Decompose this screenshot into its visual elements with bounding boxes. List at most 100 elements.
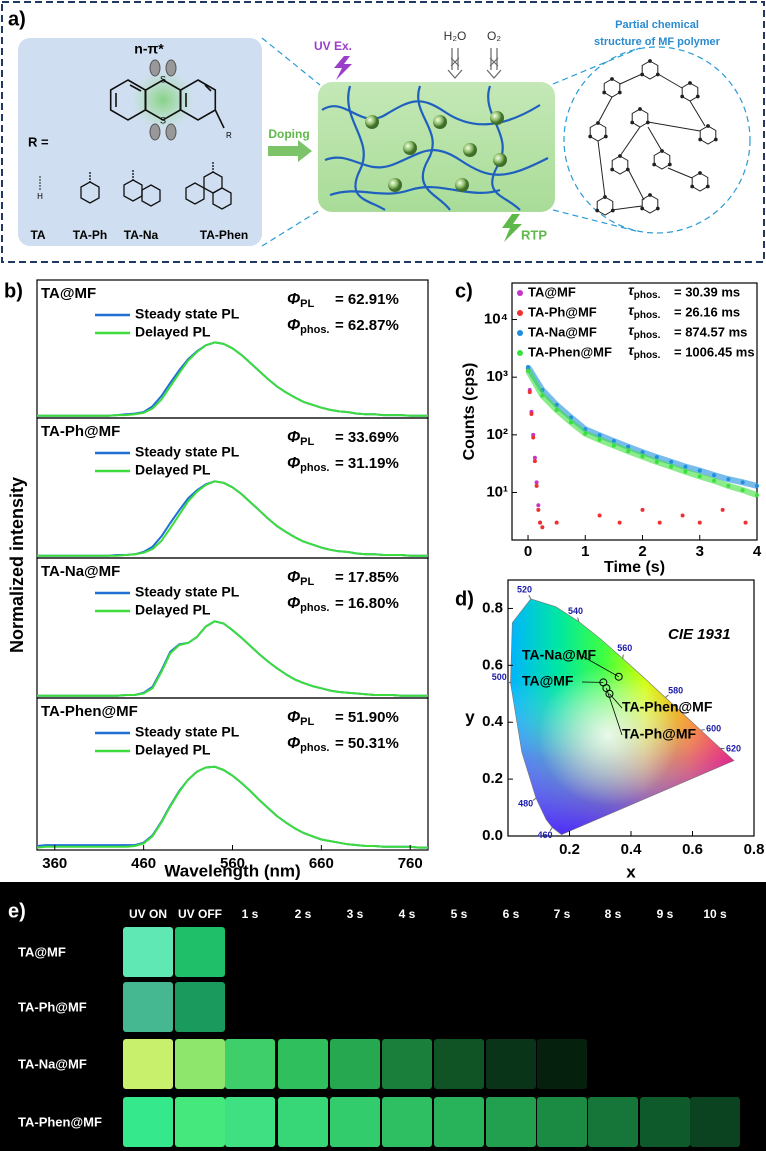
annotation-value: = 16.80% xyxy=(335,595,399,612)
legend-marker xyxy=(517,330,523,336)
sample-photo xyxy=(640,1097,690,1147)
legend-marker xyxy=(517,310,523,316)
symbol: τ xyxy=(628,282,635,298)
annotation-symbol: Φphos. xyxy=(287,595,330,614)
data-point xyxy=(526,365,531,370)
sample-photo xyxy=(175,1039,225,1089)
symbol: Φ xyxy=(287,429,300,446)
locus-tick xyxy=(700,729,705,731)
panel-label: e) xyxy=(8,900,26,922)
y-tick-label: 0.4 xyxy=(482,713,504,730)
row-label: TA@MF xyxy=(18,944,66,959)
wavelength-label: 480 xyxy=(518,799,533,809)
substituent-label: TA-Ph xyxy=(73,228,107,242)
spectrum-line xyxy=(37,480,428,557)
sample-photo xyxy=(123,927,173,977)
data-point xyxy=(540,525,545,530)
subscript: phos. xyxy=(634,350,661,361)
legend-label: Steady state PL xyxy=(135,444,240,460)
panel-label: d) xyxy=(455,588,474,610)
sample-photo xyxy=(434,1097,484,1147)
rtp-label: RTP xyxy=(521,227,547,242)
data-point xyxy=(532,459,537,464)
row-label: TA-Phen@MF xyxy=(18,1114,102,1129)
column-header: UV ON xyxy=(129,907,167,921)
data-point xyxy=(527,390,532,395)
x-tick-label: 360 xyxy=(42,855,67,872)
locus-tick xyxy=(577,617,580,622)
thioxanthene xyxy=(109,79,225,129)
cie-annotation: CIE 1931 xyxy=(668,626,731,643)
data-point xyxy=(597,513,602,518)
y-tick-label: 0.2 xyxy=(482,770,503,787)
oxygen-label: O₂ xyxy=(487,29,501,43)
orbital xyxy=(149,59,161,77)
subscript: PL xyxy=(300,716,314,728)
y-tick-label: 10³ xyxy=(486,368,508,385)
wavelength-label: 600 xyxy=(706,723,721,733)
column-header: 1 s xyxy=(242,907,259,921)
sample-photo xyxy=(537,1097,587,1147)
data-point xyxy=(626,449,631,454)
subscript: phos. xyxy=(300,602,329,614)
x-tick-label: 1 xyxy=(581,543,589,560)
data-point xyxy=(740,488,745,493)
orbital xyxy=(165,123,177,141)
substituent-label: TA-Na xyxy=(124,228,159,242)
x-tick-label: 0.2 xyxy=(559,841,580,858)
legend-label: Steady state PL xyxy=(135,584,240,600)
leader-line xyxy=(581,655,619,678)
sample-photo xyxy=(175,1097,225,1147)
panel-label: c) xyxy=(455,280,473,302)
orbital xyxy=(165,59,177,77)
uv-label: UV Ex. xyxy=(314,39,352,53)
x-axis-label: Time (s) xyxy=(604,559,665,576)
subscript: phos. xyxy=(300,462,329,474)
symbol: Φ xyxy=(287,735,300,752)
data-point xyxy=(680,513,685,518)
annotation-value: = 31.19% xyxy=(335,455,399,472)
molecule-box xyxy=(18,38,262,246)
legend-label: Steady state PL xyxy=(135,306,240,322)
data-point xyxy=(720,507,725,512)
x-tick-label: 0.8 xyxy=(744,841,765,858)
x-tick-label: 0.4 xyxy=(621,841,643,858)
data-point xyxy=(531,435,536,440)
data-point xyxy=(640,507,645,512)
sample-photo xyxy=(330,1097,380,1147)
annotation-symbol: ΦPL xyxy=(287,291,314,310)
data-point xyxy=(712,473,717,478)
data-point xyxy=(534,480,539,485)
substituent-label: TA xyxy=(30,228,45,242)
point-label: TA-Ph@MF xyxy=(622,726,696,742)
y-tick-label: 0.8 xyxy=(482,599,503,616)
sample-photo xyxy=(123,982,173,1032)
subscript: phos. xyxy=(300,324,329,336)
leader-line xyxy=(609,693,623,709)
sample-photo xyxy=(330,1039,380,1089)
spectrum-line xyxy=(37,620,428,697)
orbital xyxy=(149,123,161,141)
point-label: TA-Na@MF xyxy=(522,647,596,663)
x-tick-label: 0 xyxy=(524,543,532,560)
x-axis-label: Wavelength (nm) xyxy=(164,861,300,880)
wavelength-label: 540 xyxy=(568,606,583,616)
annotation-symbol: Φphos. xyxy=(287,455,330,474)
column-header: 9 s xyxy=(657,907,674,921)
data-point xyxy=(683,469,688,474)
mf-network xyxy=(588,59,718,216)
legend-tau: = 26.16 ms xyxy=(674,304,740,319)
row-label: TA-Ph@MF xyxy=(18,999,87,1014)
data-point xyxy=(640,454,645,459)
annotation-symbol: τphos. xyxy=(628,342,661,361)
wavelength-label: 500 xyxy=(492,672,507,682)
y-tick-label: 10² xyxy=(486,426,508,443)
subscript: PL xyxy=(300,298,314,310)
x-tick-label: 2 xyxy=(638,543,646,560)
substituent-icons xyxy=(80,162,232,210)
data-point xyxy=(611,443,616,448)
polymer-box xyxy=(318,82,555,212)
data-point xyxy=(597,437,602,442)
spectrum-line xyxy=(36,765,428,849)
column-header: 7 s xyxy=(554,907,571,921)
